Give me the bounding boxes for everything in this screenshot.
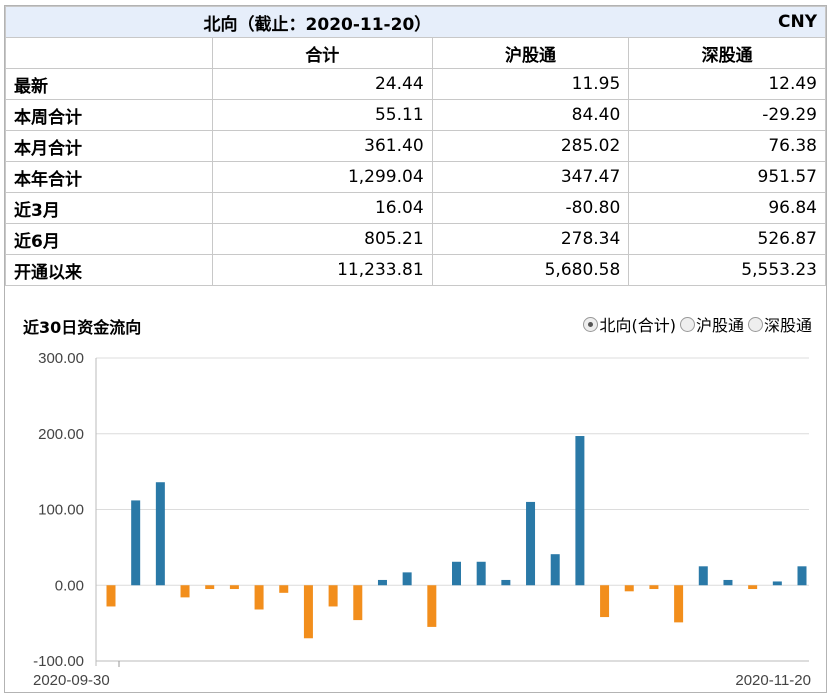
cell-sh: 5,680.58 bbox=[431, 254, 630, 286]
table-title-row: 北向（截止：2020-11-20） CNY bbox=[4, 6, 826, 38]
cell-total: 805.21 bbox=[212, 223, 433, 255]
corner-cell bbox=[5, 37, 213, 69]
bar bbox=[698, 566, 708, 586]
summary-table: 北向（截止：2020-11-20） CNY 合计 沪股通 深股通 最新 24.4… bbox=[4, 6, 826, 286]
bar-chart: 300.00 200.00 100.00 0.00 -100.00 2020-09-30 2… bbox=[33, 350, 811, 689]
row-label: 本月合计 bbox=[5, 130, 213, 162]
cell-total: 361.40 bbox=[212, 130, 433, 162]
bar bbox=[427, 585, 437, 627]
row-label: 近3月 bbox=[5, 192, 213, 224]
bar bbox=[748, 585, 758, 590]
chart-title: 近30日资金流向 bbox=[23, 318, 142, 337]
cell-total: 24.44 bbox=[212, 68, 433, 100]
cell-sh: 11.95 bbox=[431, 68, 630, 100]
bar bbox=[155, 482, 165, 586]
cell-total: 11,233.81 bbox=[212, 254, 433, 286]
cell-sh: 278.34 bbox=[431, 223, 630, 255]
column-header-sz: 深股通 bbox=[628, 37, 826, 69]
y-tick-label: 300.00 bbox=[38, 350, 84, 367]
table-title: 北向（截止：2020-11-20） bbox=[4, 6, 629, 38]
bar bbox=[649, 585, 659, 590]
cell-sh: 285.02 bbox=[431, 130, 630, 162]
column-header-row: 合计 沪股通 深股通 bbox=[5, 37, 826, 69]
x-end-label: 2020-11-20 bbox=[735, 672, 811, 689]
bar bbox=[229, 585, 239, 590]
bar bbox=[674, 585, 684, 623]
cell-total: 55.11 bbox=[212, 99, 433, 131]
table-row: 本月合计 361.40 285.02 76.38 bbox=[5, 130, 826, 162]
cell-sz: 526.87 bbox=[628, 223, 826, 255]
series-radio-group: 北向(合计) 沪股通 深股通 bbox=[583, 312, 812, 336]
bar bbox=[205, 585, 215, 590]
currency-label: CNY bbox=[628, 6, 826, 38]
bar bbox=[797, 566, 807, 586]
bar bbox=[624, 585, 634, 592]
cell-total: 16.04 bbox=[212, 192, 433, 224]
column-header-total: 合计 bbox=[212, 37, 433, 69]
radio-unselected-icon[interactable] bbox=[747, 316, 763, 332]
cell-sz: 5,553.23 bbox=[628, 254, 826, 286]
table-row: 近3月 16.04 -80.80 96.84 bbox=[5, 192, 826, 224]
y-tick-label: -100.00 bbox=[33, 653, 84, 670]
bar bbox=[550, 554, 560, 586]
row-label: 本年合计 bbox=[5, 161, 213, 193]
row-label: 最新 bbox=[5, 68, 213, 100]
radio-selected-icon[interactable] bbox=[583, 316, 599, 332]
bar bbox=[377, 579, 387, 586]
bar bbox=[180, 585, 190, 598]
bar bbox=[328, 585, 338, 607]
bar bbox=[575, 436, 585, 586]
cell-sh: 347.47 bbox=[431, 161, 630, 193]
y-tick-label: 200.00 bbox=[38, 426, 84, 443]
radio-label: 深股通 bbox=[763, 316, 812, 335]
flow-chart-section: 近30日资金流向 北向(合计) 沪股通 深股通 300.00 200.00 100.… bbox=[5, 294, 826, 692]
row-label: 本周合计 bbox=[5, 99, 213, 131]
cell-sz: 951.57 bbox=[628, 161, 826, 193]
bar bbox=[106, 585, 116, 607]
cell-total: 1,299.04 bbox=[212, 161, 433, 193]
y-tick-label: 100.00 bbox=[38, 502, 84, 519]
bar bbox=[501, 579, 511, 586]
bar bbox=[131, 500, 141, 586]
cell-sz: -29.29 bbox=[628, 99, 826, 131]
bar bbox=[723, 579, 733, 586]
table-row: 本年合计 1,299.04 347.47 951.57 bbox=[5, 161, 826, 193]
column-header-sh: 沪股通 bbox=[431, 37, 630, 69]
bar bbox=[402, 572, 412, 586]
bar bbox=[452, 561, 461, 586]
northbound-panel: 北向（截止：2020-11-20） CNY 合计 沪股通 深股通 最新 24.4… bbox=[4, 5, 827, 693]
row-label: 开通以来 bbox=[5, 254, 213, 286]
table-row: 开通以来 11,233.81 5,680.58 5,553.23 bbox=[5, 254, 826, 286]
table-row: 最新 24.44 11.95 12.49 bbox=[5, 68, 826, 100]
bar bbox=[476, 561, 486, 586]
radio-northbound-total[interactable]: 北向(合计) bbox=[583, 312, 676, 336]
bar bbox=[279, 585, 289, 593]
bar bbox=[600, 585, 610, 618]
cell-sh: -80.80 bbox=[431, 192, 630, 224]
bar bbox=[353, 585, 363, 621]
bar bbox=[526, 501, 536, 586]
x-start-label: 2020-09-30 bbox=[33, 672, 110, 689]
bar bbox=[254, 585, 264, 610]
cell-sz: 76.38 bbox=[628, 130, 826, 162]
cell-sz: 96.84 bbox=[628, 192, 826, 224]
radio-unselected-icon[interactable] bbox=[679, 316, 695, 332]
bar bbox=[303, 585, 313, 639]
radio-label: 沪股通 bbox=[695, 316, 744, 335]
radio-shanghai-connect[interactable]: 沪股通 bbox=[679, 312, 744, 336]
cell-sh: 84.40 bbox=[431, 99, 630, 131]
bar bbox=[772, 581, 782, 586]
radio-label: 北向(合计) bbox=[599, 316, 676, 335]
row-label: 近6月 bbox=[5, 223, 213, 255]
table-row: 近6月 805.21 278.34 526.87 bbox=[5, 223, 826, 255]
cell-sz: 12.49 bbox=[628, 68, 826, 100]
table-row: 本周合计 55.11 84.40 -29.29 bbox=[5, 99, 826, 131]
y-tick-label: 0.00 bbox=[55, 577, 84, 594]
radio-shenzhen-connect[interactable]: 深股通 bbox=[747, 312, 812, 336]
